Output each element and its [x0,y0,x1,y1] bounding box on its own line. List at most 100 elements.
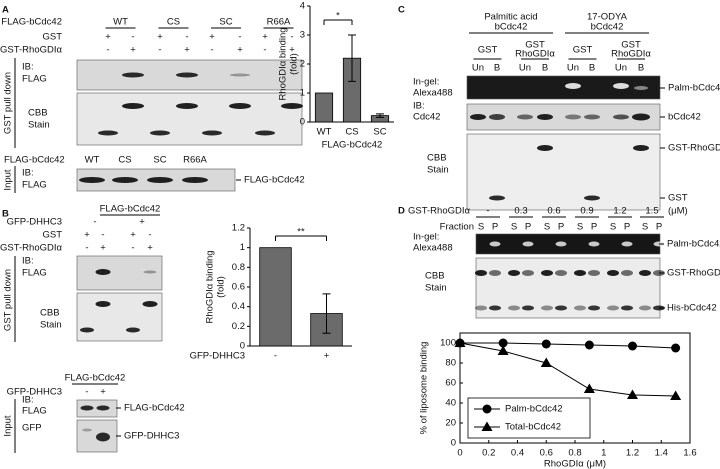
x-tick-label: 0.4 [511,448,524,459]
band [489,195,505,201]
band [112,177,138,183]
row-label: Fraction [440,222,474,233]
sign: + [209,32,215,43]
label: Stain [425,283,447,294]
lane-header: FLAG-bCdc42 [100,204,161,215]
x-axis-label: FLAG-bCdc42 [322,140,383,151]
band [522,270,534,276]
band [565,114,581,120]
x-tick-label: 0 [457,448,462,459]
band [522,241,534,247]
label: Alexa488 [413,243,453,254]
sign: + [237,45,243,56]
band [96,405,110,411]
lane-header: GST [525,40,545,51]
marker [670,390,682,400]
band [176,72,198,78]
band [470,114,486,120]
band [574,270,586,276]
y-tick-label: 0.6 [232,282,245,293]
band [489,241,501,247]
legend-marker [482,404,492,414]
band [147,177,173,183]
x-axis-label: RhoGDIα (μM) [544,459,606,469]
marker [584,340,594,350]
sign: + [139,217,145,228]
label: CBB [28,108,48,119]
lane-header: SC [153,155,166,166]
band [632,113,650,121]
sign: - [238,32,241,43]
x-tick-label: - [274,351,277,362]
vertical-label: GST pull down [3,269,14,331]
band [621,270,633,276]
band-label: GST-RhoGDIα [668,143,720,154]
band [555,305,567,311]
panel-label: D [398,206,405,217]
row-label: GST [42,230,62,241]
blot [76,292,163,342]
band [588,241,600,247]
sign: - [210,45,213,56]
band [613,83,629,89]
label: FLAG [22,180,47,191]
band [537,145,553,151]
lane-header: RhoGDIα [515,49,555,60]
marker [497,345,509,355]
bar [314,92,334,123]
band [633,145,649,151]
lane-label: Un [472,63,484,74]
sign: - [85,243,88,254]
label: FLAG [22,74,47,85]
band [230,73,250,77]
group-label: bCdc42 [495,22,528,33]
sign: + [100,387,106,398]
marker [540,357,552,367]
y-tick-label: 0.2 [232,321,245,332]
lane-header: WT [113,17,128,28]
y-tick-label: 0 [240,341,245,352]
lane-label: B [494,63,500,74]
marker [454,337,466,347]
band [607,305,619,311]
label: In-gel: [413,77,439,88]
y-tick-label: 80 [445,358,456,369]
label: IB: [22,256,34,267]
band [639,270,651,276]
band [541,305,553,311]
y-tick-label: 40 [445,398,456,409]
band [634,86,648,90]
blot [76,92,303,146]
label: IB: [22,395,34,406]
y-tick-label: 1 [240,242,245,253]
band [607,270,619,276]
y-tick-label: 20 [445,418,456,429]
sign: + [130,230,136,241]
band-label: Palm-bCdc42 [667,239,720,250]
panel-label: C [398,5,405,16]
blot [466,75,661,100]
band [555,241,567,247]
label: FLAG-bCdc42 [4,155,65,166]
sign: + [157,32,163,43]
sign: + [84,230,90,241]
band [475,270,487,276]
lane-header: - [486,206,489,217]
bar [259,247,292,347]
significance: ** [297,227,305,238]
band [143,270,157,274]
band-label: GST [668,193,688,204]
y-tick-label: 4 [300,1,305,12]
band-label: His-bCdc42 [667,303,717,314]
label: Alexa488 [413,88,453,99]
lane-label: P [492,222,498,233]
y-axis-label: (fold) [289,53,300,75]
lane-header: 0.6 [547,206,560,217]
y-tick-label: 2 [300,59,305,70]
band [574,305,586,311]
label: FLAG [22,268,47,279]
x-tick-label: 0.2 [482,448,495,459]
sign: + [262,32,268,43]
panel-label: B [2,209,9,220]
row-label: GFP-DHHC3 [7,387,62,398]
